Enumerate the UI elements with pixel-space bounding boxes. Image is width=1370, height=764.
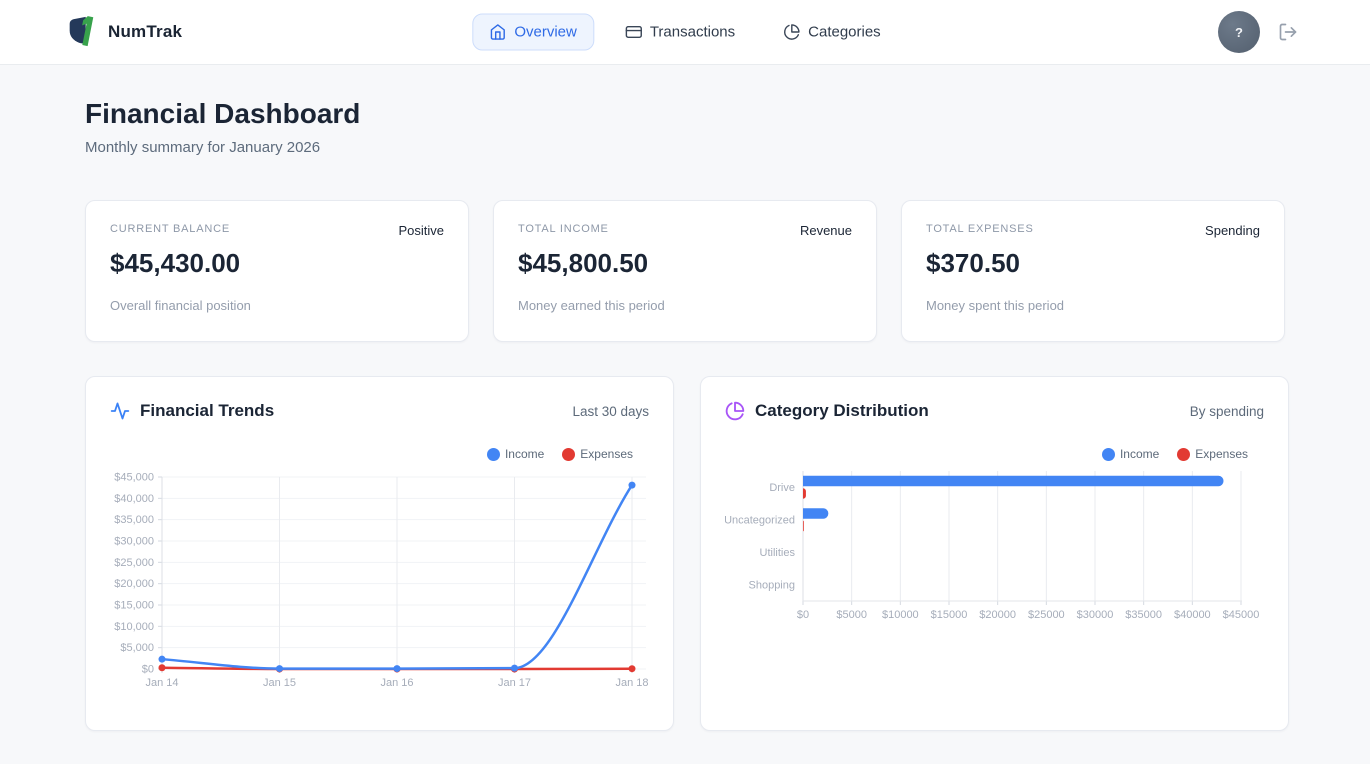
help-button[interactable]: ? [1218,11,1260,53]
page-subtitle: Monthly summary for January 2026 [85,139,321,156]
nav-tab-categories[interactable]: Categories [766,14,898,51]
financial-trends-card: Financial Trends Last 30 days Income Expe… [85,376,674,731]
page-title: Financial Dashboard [85,98,361,129]
main-nav: Overview Transactions Categories [472,13,898,51]
activity-icon [110,401,130,421]
svg-text:$40000: $40000 [1174,609,1211,621]
logout-button[interactable] [1278,22,1298,42]
legend-dot-icon [486,447,500,461]
svg-text:$35000: $35000 [1125,609,1162,621]
svg-text:$20,000: $20,000 [114,578,154,590]
nav-tab-transactions[interactable]: Transactions [608,14,752,51]
chart-legend: Income Expenses [725,447,1264,461]
svg-text:Jan 15: Jan 15 [263,677,296,689]
question-mark-icon: ? [1235,24,1243,40]
chart-range-label: Last 30 days [572,403,649,419]
category-distribution-card: Category Distribution By spending Income… [700,376,1289,731]
svg-text:$5,000: $5,000 [120,642,154,654]
legend-dot-icon [1101,447,1115,461]
svg-text:$0: $0 [142,664,154,676]
brand-name: NumTrak [108,22,183,41]
svg-text:Jan 16: Jan 16 [380,677,413,689]
legend-label: Expenses [1195,447,1248,461]
nav-tab-overview[interactable]: Overview [472,13,594,51]
legend-item-income[interactable]: Income [1101,447,1160,461]
pie-chart-icon [725,401,745,421]
charts-grid: Financial Trends Last 30 days Income Expe… [85,376,1289,731]
legend-label: Income [504,447,545,461]
chart-title: Category Distribution [755,401,929,420]
stats-grid: CURRENT BALANCE Positive $45,430.00 Over… [85,200,1285,342]
svg-text:$15000: $15000 [931,609,968,621]
nav-tab-label: Transactions [649,23,736,41]
stat-value: $370.50 [926,248,1020,278]
svg-text:Shopping: Shopping [749,579,796,591]
brand: NumTrak [64,15,182,49]
svg-text:$25000: $25000 [1028,609,1065,621]
chart-legend: Income Expenses [110,447,649,461]
legend-item-income[interactable]: Income [486,447,545,461]
stat-description: Money earned this period [518,298,665,313]
svg-text:$10,000: $10,000 [114,621,154,633]
stat-value: $45,800.50 [518,248,649,278]
svg-text:Utilities: Utilities [760,547,796,559]
numtrak-logo-icon [64,15,98,49]
stat-description: Money spent this period [926,298,1065,313]
home-icon [489,24,506,41]
svg-text:Jan 14: Jan 14 [145,677,178,689]
chart-title: Financial Trends [140,401,275,420]
svg-text:$35,000: $35,000 [114,514,154,526]
page-head: Financial Dashboard Monthly summary for … [85,98,1285,156]
stat-tag: Positive [398,223,444,238]
chart-mode-label: By spending [1189,403,1264,419]
category-distribution-chart: $0 $5000 $10000 $15000 $20000 $25000 $30000 $35… [725,467,1264,637]
svg-text:Drive: Drive [769,482,795,494]
svg-text:$20000: $20000 [979,609,1016,621]
legend-dot-icon [1177,447,1191,461]
svg-text:$30,000: $30,000 [114,536,154,548]
credit-card-icon [625,24,642,41]
legend-label: Expenses [580,447,633,461]
svg-text:Jan 17: Jan 17 [498,677,531,689]
financial-trends-chart: $0 $5,000 $10,000 $15,000 $20,000 $25,000 $30,… [110,467,649,703]
legend-dot-icon [562,447,576,461]
header-actions: ? [1218,11,1298,53]
logout-icon [1278,22,1298,42]
stat-description: Overall financial position [110,298,251,313]
legend-label: Income [1119,447,1160,461]
svg-text:$15,000: $15,000 [114,600,154,612]
nav-tab-label: Overview [514,23,577,41]
svg-text:$45000: $45000 [1223,609,1260,621]
svg-text:$40,000: $40,000 [114,493,154,505]
legend-item-expenses[interactable]: Expenses [1177,447,1248,461]
svg-text:$25,000: $25,000 [114,557,154,569]
app-header: NumTrak Overview Transactions Categories… [0,0,1370,65]
stat-card-total-income: TOTAL INCOME Revenue $45,800.50 Money ea… [493,200,877,342]
pie-chart-icon [783,24,800,41]
svg-text:$45,000: $45,000 [114,472,154,484]
stat-tag: Revenue [799,223,852,238]
stat-card-current-balance: CURRENT BALANCE Positive $45,430.00 Over… [85,200,469,342]
svg-text:$30000: $30000 [1077,609,1114,621]
stat-card-total-expenses: TOTAL EXPENSES Spending $370.50 Money sp… [901,200,1285,342]
svg-text:$10000: $10000 [882,609,919,621]
legend-item-expenses[interactable]: Expenses [562,447,633,461]
nav-tab-label: Categories [808,23,881,41]
svg-text:$5000: $5000 [836,609,867,621]
main-content: Financial Dashboard Monthly summary for … [85,98,1289,731]
stat-label: CURRENT BALANCE [110,223,230,235]
svg-text:Uncategorized: Uncategorized [725,514,795,526]
svg-text:$0: $0 [797,609,809,621]
stat-label: TOTAL INCOME [518,223,609,235]
stat-label: TOTAL EXPENSES [926,223,1034,235]
svg-text:Jan 18: Jan 18 [615,677,648,689]
stat-value: $45,430.00 [110,248,241,278]
stat-tag: Spending [1205,223,1260,238]
